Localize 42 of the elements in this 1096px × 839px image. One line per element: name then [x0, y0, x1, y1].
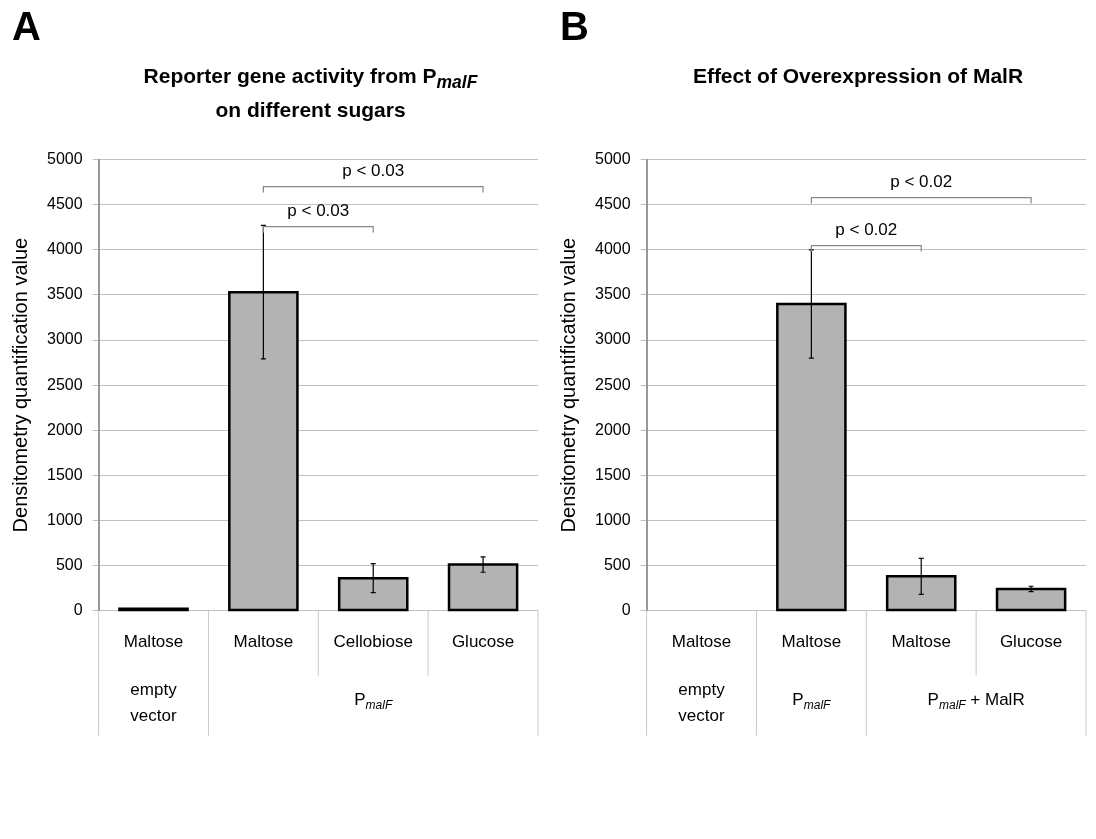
y-axis-title: Densitometry quantification value	[8, 237, 31, 533]
x-tick-label: Maltose	[781, 632, 842, 652]
y-tick-label: 3500	[47, 285, 83, 303]
y-tick-label: 5000	[595, 150, 631, 168]
x-tick-label: Glucose	[451, 632, 515, 652]
y-tick-label: 500	[55, 555, 83, 573]
x-tick-label: Glucose	[999, 632, 1063, 652]
y-tick-label: 4500	[47, 195, 83, 213]
annotation: p < 0.02	[890, 172, 953, 192]
y-tick-label: 0	[621, 601, 631, 619]
y-tick-label: 2000	[595, 420, 631, 438]
y-tick-label: 1000	[47, 510, 83, 528]
y-tick-label: 4000	[47, 240, 83, 258]
y-tick-label: 1500	[47, 465, 83, 483]
y-tick-label: 2000	[47, 420, 83, 438]
y-tick-label: 1000	[595, 510, 631, 528]
x-tick-label: Maltose	[671, 632, 732, 652]
x-tick-label: Maltose	[891, 632, 951, 652]
y-tick-label: 2500	[47, 375, 83, 393]
y-tick-label: 2500	[595, 375, 631, 393]
y-tick-label: 500	[603, 555, 631, 573]
y-axis-title: Densitometry quantification value	[556, 237, 579, 533]
y-tick-label: 5000	[47, 150, 83, 168]
y-tick-label: 3000	[47, 330, 83, 348]
text: empty vector	[678, 680, 726, 726]
annotation: p < 0.03	[342, 161, 405, 181]
y-tick-label: 4500	[595, 195, 631, 213]
x-tick-label: Cellobiose	[333, 632, 413, 652]
x-tick-label: Maltose	[123, 632, 184, 652]
text: A	[12, 4, 41, 49]
text: B	[560, 4, 589, 49]
chart-title: Reporter gene activity from P$_{malF}$ on different sugars	[143, 64, 478, 122]
y-tick-label: 3500	[595, 285, 631, 303]
y-tick-label: 4000	[595, 240, 631, 258]
chart-title: Effect of Overexpression of MalR	[691, 63, 1025, 89]
x-tick-label: Maltose	[233, 632, 294, 652]
text: empty vector	[130, 680, 178, 726]
annotation: p < 0.02	[835, 220, 898, 240]
y-tick-label: 3000	[595, 330, 631, 348]
y-tick-label: 0	[73, 601, 83, 619]
y-tick-label: 1500	[595, 465, 631, 483]
annotation: p < 0.03	[287, 201, 350, 221]
